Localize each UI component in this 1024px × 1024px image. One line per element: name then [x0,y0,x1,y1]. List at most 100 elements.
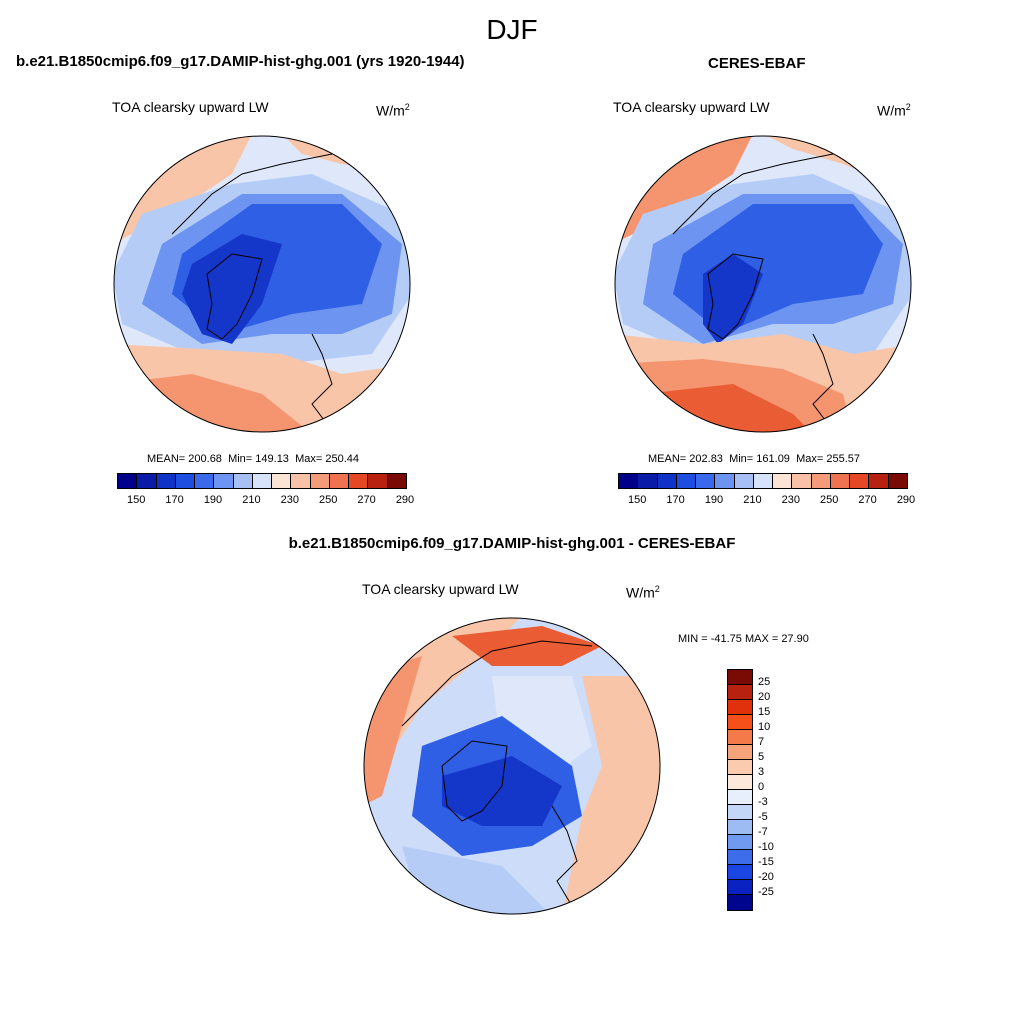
colorbar-tick-label: 290 [395,494,415,506]
greenland-coastline [206,253,263,340]
colorbar-tick-label: 270 [858,494,877,506]
colorbar-swatch [696,474,716,488]
colorbar-swatch [715,474,735,488]
colorbar-swatch [657,474,677,488]
colorbar-swatch [368,474,388,488]
diff-colorbar-ticks: 25 20 15 10 7 5 3 0 -3 -5 -7 -10 -15 -20 -25 [758,669,798,909]
colorbar-tick-label: 15 [758,706,771,718]
colorbar-tick-label: 170 [165,494,184,506]
colorbar-tick-label: -5 [758,811,768,823]
model-panel-title: b.e21.B1850cmip6.f09_g17.DAMIP-hist-ghg.… [16,53,465,70]
colorbar-tick-label: 210 [242,494,261,506]
colorbar-tick-label: 0 [758,781,765,793]
colorbar-tick-label: 250 [820,494,839,506]
colorbar-swatch [156,474,176,488]
diff-variable-label: TOA clearsky upward LW [362,581,519,597]
colorbar-swatch [728,760,752,775]
europe-coastline [812,333,834,425]
colorbar-swatch [728,730,752,745]
colorbar-tick-label: -15 [758,856,774,868]
siberia-coastline [401,640,593,727]
obs-stats: MEAN= 202.83 Min= 161.09 Max= 255.57 [648,453,860,465]
colorbar-swatch [728,880,752,895]
colorbar-tick-label: 25 [758,676,771,688]
colorbar-swatch [728,715,752,730]
colorbar-swatch [272,474,292,488]
colorbar-swatch [676,474,697,488]
colorbar-tick-label: 5 [758,751,765,763]
obs-variable-label: TOA clearsky upward LW [613,99,770,115]
colorbar-tick-label: 210 [743,494,762,506]
season-title: DJF [486,14,538,45]
map-region-cold-core [182,234,282,344]
colorbar-tick-label: 10 [758,721,771,733]
colorbar-swatch [619,474,639,488]
siberia-coastline [672,153,834,235]
colorbar-tick-label: 250 [319,494,338,506]
diff-polar-map [363,617,661,915]
colorbar-swatch [387,474,406,488]
diff-colorbar [727,669,753,911]
map-region-cold-core [703,254,763,344]
colorbar-swatch [728,685,752,700]
obs-units-label: W/m2 [877,102,911,119]
colorbar-swatch [830,474,851,488]
colorbar-swatch [195,474,215,488]
model-stats: MEAN= 200.68 Min= 149.13 Max= 250.44 [147,453,359,465]
colorbar-tick-label: 170 [666,494,685,506]
colorbar-tick-label: -7 [758,826,768,838]
obs-panel-title: CERES-EBAF [708,55,806,72]
colorbar-tick-label: 190 [203,494,223,506]
colorbar-swatch [233,474,253,488]
colorbar-swatch [734,474,754,488]
colorbar-swatch [728,805,752,820]
model-variable-label: TOA clearsky upward LW [112,99,269,115]
europe-coastline [311,333,333,425]
diff-minmax: MIN = -41.75 MAX = 27.90 [678,633,809,645]
colorbar-tick-label: 3 [758,766,765,778]
colorbar-swatch [175,474,196,488]
obs-colorbar [618,473,908,489]
colorbar-swatch [888,474,907,488]
colorbar-swatch [214,474,234,488]
colorbar-swatch [118,474,138,488]
obs-polar-map [614,135,912,433]
colorbar-swatch [291,474,311,488]
model-colorbar [117,473,407,489]
colorbar-swatch [310,474,330,488]
colorbar-swatch [850,474,870,488]
siberia-coastline [171,153,333,235]
colorbar-tick-label: 270 [357,494,376,506]
colorbar-swatch [773,474,793,488]
colorbar-swatch [869,474,889,488]
model-polar-map [113,135,411,433]
colorbar-swatch [728,835,752,850]
colorbar-tick-label: -25 [758,886,774,898]
map-border [614,135,912,433]
colorbar-swatch [811,474,831,488]
model-units-label: W/m2 [376,102,410,119]
colorbar-tick-label: 230 [781,494,800,506]
colorbar-swatch [728,700,752,715]
colorbar-tick-label: -10 [758,841,774,853]
europe-coastline [551,805,578,907]
colorbar-swatch [252,474,273,488]
colorbar-swatch [728,895,752,910]
map-border [363,617,661,915]
colorbar-swatch [728,865,752,880]
colorbar-tick-label: 7 [758,736,765,748]
diff-panel-title: b.e21.B1850cmip6.f09_g17.DAMIP-hist-ghg.… [288,535,736,552]
colorbar-swatch [728,850,752,865]
colorbar-tick-label: 230 [280,494,299,506]
colorbar-swatch [638,474,658,488]
colorbar-swatch [349,474,369,488]
greenland-coastline [707,253,764,340]
colorbar-tick-label: 20 [758,691,771,703]
colorbar-tick-label: 290 [896,494,916,506]
colorbar-tick-label: -20 [758,871,774,883]
diff-units-label: W/m2 [626,584,660,601]
colorbar-tick-label: -3 [758,796,768,808]
colorbar-tick-label: 150 [127,494,146,506]
colorbar-swatch [728,745,752,760]
colorbar-swatch [728,820,752,835]
